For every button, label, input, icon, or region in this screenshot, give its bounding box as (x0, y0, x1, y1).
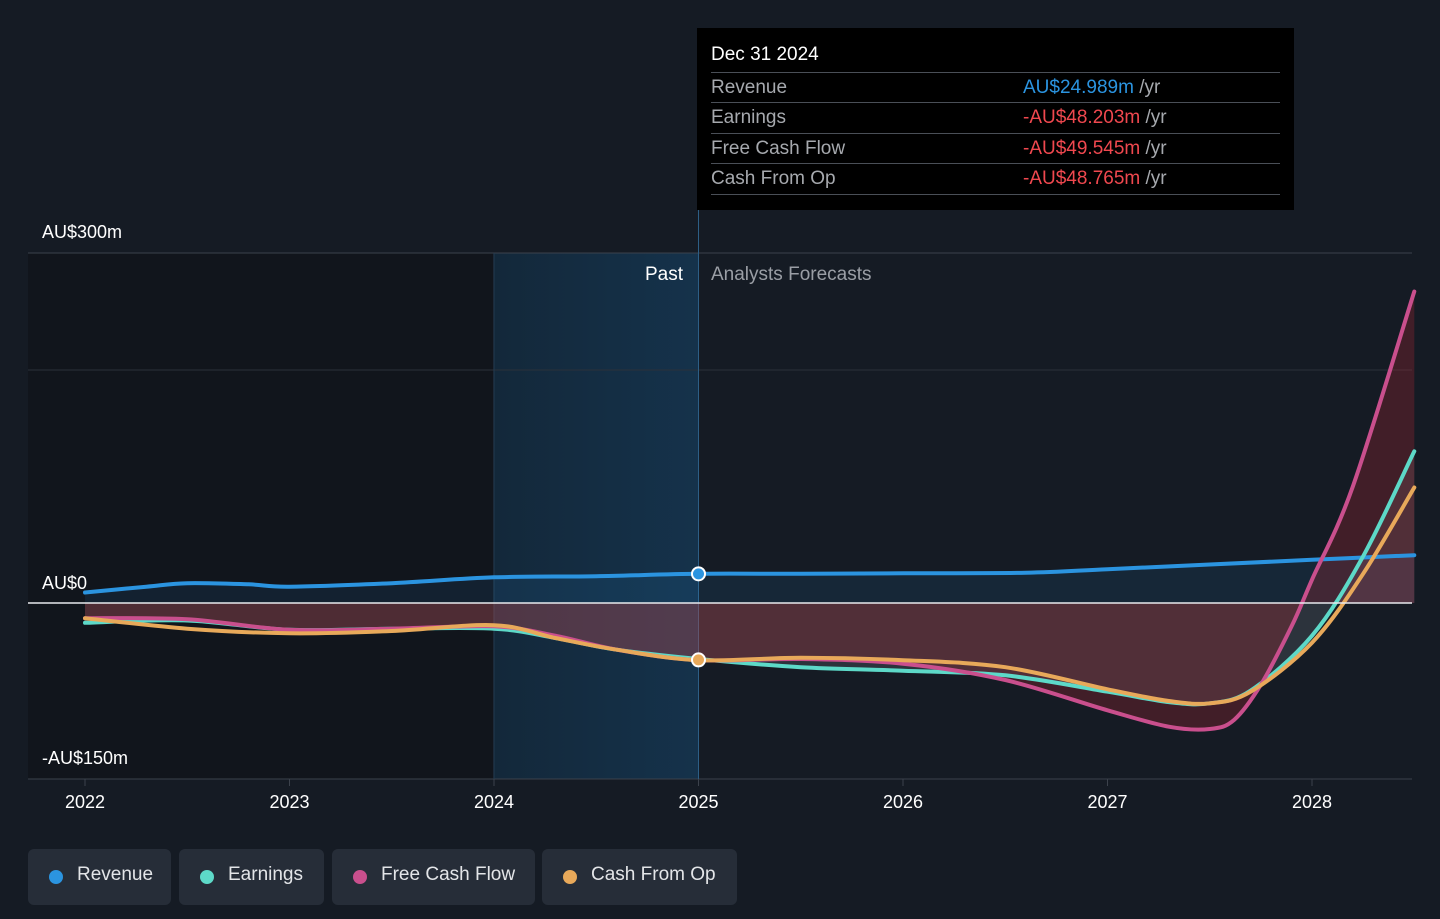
tooltip-value: -AU$49.545m (1023, 138, 1141, 159)
tooltip-date: Dec 31 2024 (711, 44, 819, 65)
tooltip-bottom-rule (711, 194, 1280, 195)
tooltip-row-cash-from-op: Cash From Op -AU$48.765m /yr (711, 163, 1280, 194)
legend-dot-icon (49, 870, 63, 884)
past-shaded-region (28, 253, 493, 779)
marker-cash-from-op (691, 652, 706, 668)
y-label-top: AU$300m (42, 222, 122, 242)
x-tick-label: 2028 (1292, 792, 1332, 812)
past-highlight-band (494, 253, 699, 779)
x-axis: 2022 2023 2024 2025 2026 2027 2028 (65, 779, 1332, 812)
tooltip-unit: /yr (1145, 107, 1167, 128)
tooltip-unit: /yr (1145, 168, 1167, 189)
x-tick-label: 2022 (65, 792, 105, 812)
tooltip-label: Revenue (711, 77, 788, 98)
legend-item-free-cash-flow[interactable]: Free Cash Flow (332, 849, 535, 905)
tooltip-row-earnings: Earnings -AU$48.203m /yr (711, 102, 1280, 133)
forecast-label: Analysts Forecasts (711, 264, 872, 285)
x-tick-label: 2025 (678, 792, 718, 812)
x-tick-label: 2027 (1087, 792, 1127, 812)
tooltip-value-wrap: AU$24.989m /yr (1023, 77, 1160, 99)
tooltip-value-wrap: -AU$48.765m /yr (1023, 168, 1167, 190)
tooltip-row-revenue: Revenue AU$24.989m /yr (711, 72, 1280, 103)
tooltip-label: Free Cash Flow (711, 138, 846, 159)
tooltip-value-wrap: -AU$48.203m /yr (1023, 107, 1167, 129)
legend-dot-icon (200, 870, 214, 884)
tooltip-row-free-cash-flow: Free Cash Flow -AU$49.545m /yr (711, 133, 1280, 164)
y-label-bottom: -AU$150m (42, 748, 128, 768)
legend-dot-icon (353, 870, 367, 884)
legend-item-revenue[interactable]: Revenue (28, 849, 171, 905)
area-earnings (85, 451, 1415, 705)
tooltip-value: -AU$48.765m (1023, 168, 1141, 189)
tooltip-label: Earnings (711, 107, 786, 128)
tooltip-value: -AU$48.203m (1023, 107, 1141, 128)
legend-dot-icon (563, 870, 577, 884)
tooltip-unit: /yr (1139, 77, 1161, 98)
legend-label: Cash From Op (591, 864, 716, 885)
area-revenue (85, 555, 1415, 603)
legend-label: Free Cash Flow (381, 864, 516, 885)
x-tick-label: 2026 (883, 792, 923, 812)
marker-revenue (691, 566, 706, 582)
legend-label: Earnings (228, 864, 303, 885)
tooltip: Dec 31 2024 Revenue AU$24.989m /yr Earni… (697, 28, 1294, 210)
line-cash-from-op (83, 485, 1417, 706)
tooltip-value: AU$24.989m (1023, 77, 1134, 98)
tooltip-label: Cash From Op (711, 168, 836, 189)
series-areas (85, 291, 1415, 730)
y-label-zero: AU$0 (42, 573, 87, 593)
tooltip-value-wrap: -AU$49.545m /yr (1023, 138, 1167, 160)
tooltip-markers (691, 566, 706, 668)
legend-label: Revenue (77, 864, 154, 885)
past-label: Past (645, 264, 684, 285)
line-free-cash-flow (83, 289, 1417, 732)
area-free-cash-flow (85, 291, 1415, 730)
x-tick-label: 2024 (474, 792, 514, 812)
x-tick-label: 2023 (269, 792, 309, 812)
legend-item-cash-from-op[interactable]: Cash From Op (542, 849, 737, 905)
legend-item-earnings[interactable]: Earnings (179, 849, 324, 905)
tooltip-unit: /yr (1145, 138, 1167, 159)
